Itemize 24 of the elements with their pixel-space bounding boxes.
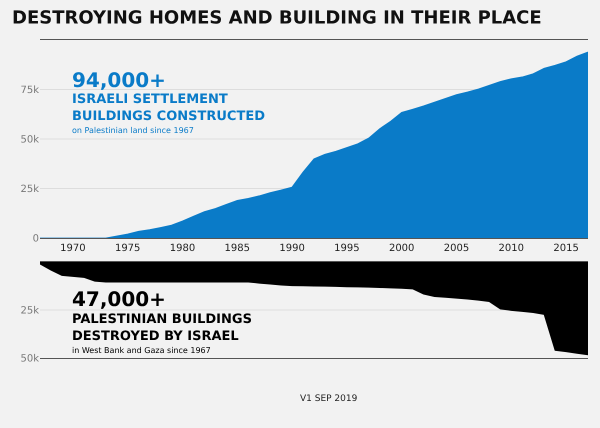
text: V1 SEP 2019: [300, 394, 358, 404]
annotation: on Palestinian land since 1967: [72, 126, 194, 135]
y-tick-label: 25k: [20, 184, 40, 196]
x-tick-label: 1975: [114, 243, 140, 254]
annotation: in West Bank and Gaza since 1967: [72, 346, 211, 355]
annotation: PALESTINIAN BUILDINGS DESTROYED BY ISRAEL: [72, 312, 252, 344]
y-tick-label: 0: [32, 234, 39, 245]
x-tick-label: 1995: [334, 243, 360, 254]
x-tick-label: 2005: [444, 243, 470, 254]
x-tick-label: 1980: [170, 243, 196, 254]
y-tick-label: 75k: [20, 85, 40, 96]
y-tick-label: 50k: [20, 354, 40, 365]
y-tick-label: 50k: [20, 134, 40, 146]
x-tick-label: 1990: [279, 243, 305, 254]
x-tick-label: 1985: [224, 243, 250, 254]
x-tick-label: 2015: [553, 243, 579, 254]
y-tick-label: 25k: [20, 305, 40, 316]
annotation: ISRAELI SETTLEMENT BUILDINGS CONSTRUCTED: [72, 92, 266, 124]
chart-title: DESTROYING HOMES AND BUILDING IN THEIR PLACE: [12, 7, 542, 28]
x-tick-label: 2000: [388, 243, 414, 254]
annotation: 94,000+: [72, 68, 166, 92]
x-tick-label: 1970: [60, 243, 86, 254]
annotation: 47,000+: [72, 287, 166, 311]
x-tick-label: 2010: [498, 243, 524, 254]
